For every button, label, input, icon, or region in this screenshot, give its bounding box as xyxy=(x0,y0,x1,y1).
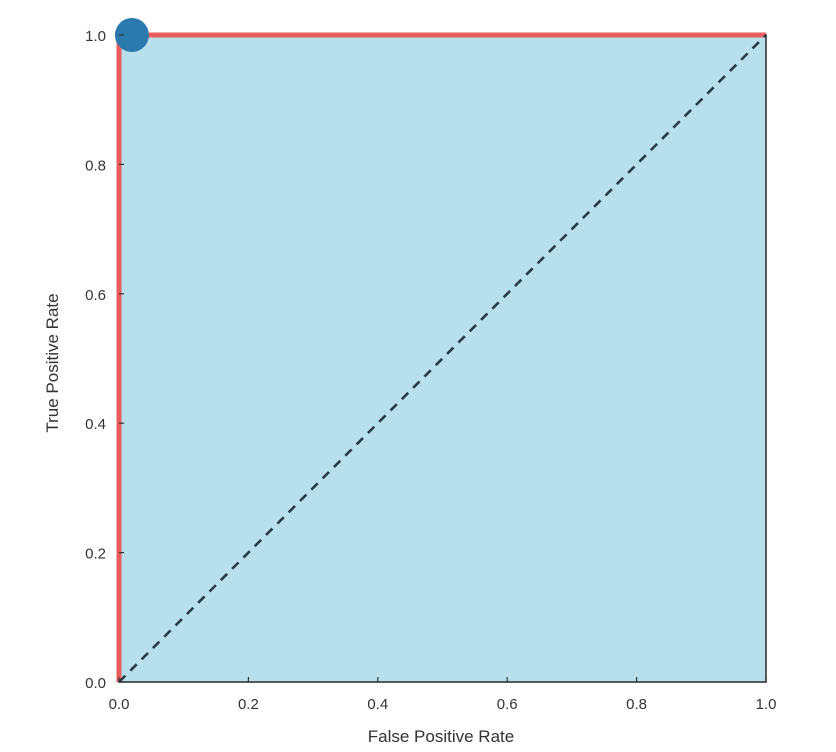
y-axis-label: True Positive Rate xyxy=(43,293,62,432)
y-tick-label: 0.2 xyxy=(85,546,106,563)
operating-point-marker xyxy=(114,18,149,52)
x-tick-label: 0.6 xyxy=(497,696,518,713)
y-tick-label: 0.6 xyxy=(85,287,106,304)
x-tick-label: 0.4 xyxy=(367,696,388,713)
x-axis-ticks: 0.0 0.2 0.4 0.6 0.8 1.0 xyxy=(109,677,777,713)
y-tick-label: 0.8 xyxy=(85,157,106,174)
diagonal-reference-line xyxy=(118,34,767,683)
x-tick-label: 1.0 xyxy=(756,696,777,713)
x-tick-label: 0.2 xyxy=(238,696,259,713)
plot-area xyxy=(114,18,767,683)
y-tick-label: 0.0 xyxy=(85,675,106,692)
y-tick-label: 0.4 xyxy=(85,416,106,433)
y-tick-label: 1.0 xyxy=(85,28,106,45)
y-axis-ticks: 0.0 0.2 0.4 0.6 0.8 1.0 xyxy=(85,28,124,692)
x-tick-label: 0.8 xyxy=(626,696,647,713)
x-tick-label: 0.0 xyxy=(109,696,130,713)
area-under-curve xyxy=(119,35,766,682)
x-axis-label: False Positive Rate xyxy=(368,727,514,746)
